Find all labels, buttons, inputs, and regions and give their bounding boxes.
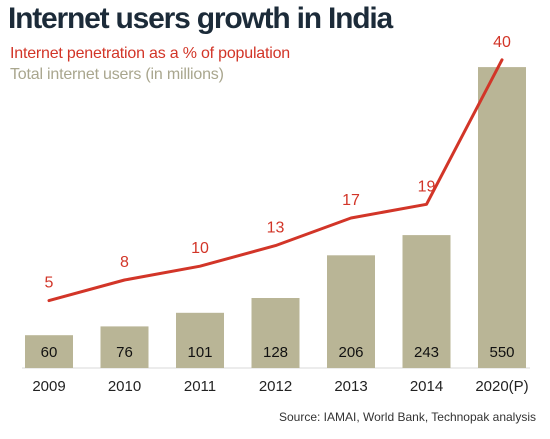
x-tick-label: 2020(P) (475, 378, 528, 395)
bar-value-label: 243 (414, 344, 439, 361)
bar-2012 (251, 298, 300, 368)
bar-2011 (176, 312, 224, 368)
line-value-label: 19 (418, 178, 436, 195)
x-tick-label: 2010 (108, 378, 141, 395)
x-tick-label: 2009 (32, 378, 65, 395)
chart-title: Internet users growth in India (8, 2, 393, 35)
line-value-label: 8 (120, 254, 129, 271)
line-value-label: 10 (191, 240, 209, 257)
bar-2014 (402, 235, 451, 368)
line-value-label: 40 (493, 34, 511, 51)
bar-value-label: 60 (41, 344, 58, 361)
x-tick-label: 2014 (410, 378, 443, 395)
bar-2009 (25, 335, 73, 368)
bar-2020(P) (478, 67, 526, 368)
bars-group: 60 76 101 128 206 243 550 (25, 67, 526, 368)
x-tick-label: 2013 (334, 378, 367, 395)
bar-2010 (100, 326, 149, 368)
source-note: Source: IAMAI, World Bank, Technopak ana… (278, 410, 536, 424)
bar-value-label: 128 (263, 344, 288, 361)
legend-penetration-series: Internet penetration as a % of populatio… (10, 45, 291, 62)
x-tick-labels: 2009 2010 2011 2012 2013 2014 2020(P) (32, 378, 528, 395)
bar-2013 (327, 255, 375, 368)
x-tick-label: 2012 (259, 378, 292, 395)
bar-value-label: 206 (338, 344, 363, 361)
line-value-label: 13 (267, 220, 285, 237)
legend-users-series: Total internet users (in millions) (10, 66, 224, 83)
x-tick-label: 2011 (184, 378, 216, 395)
line-group: 5 8 10 13 17 19 40 (45, 34, 511, 303)
bar-value-label: 101 (187, 344, 212, 361)
bar-value-label: 550 (489, 344, 514, 361)
penetration-line (47, 58, 504, 303)
bar-value-label: 76 (116, 344, 133, 361)
line-value-label: 5 (45, 275, 54, 292)
line-value-label: 17 (342, 192, 360, 209)
